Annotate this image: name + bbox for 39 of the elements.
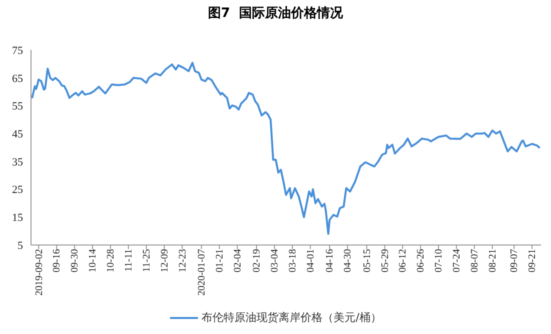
x-tick-label: 09-16 [52,249,63,272]
y-tick-label: 65 [12,72,24,85]
x-tick-label: 04-16 [324,249,336,272]
y-tick-label: 35 [12,156,24,168]
y-tick-label: 55 [12,100,24,113]
x-tick-label: 02-19 [252,249,263,272]
x-tick-label: 02-04 [232,249,244,272]
x-tick-label: 11-11 [123,249,134,272]
y-tick-label: 75 [12,44,24,57]
y-tick-label: 45 [12,128,24,140]
x-tick-label: 05-15 [362,249,373,272]
x-tick-label: 03-04 [270,249,281,272]
y-tick-label: 5 [18,240,24,252]
x-tick-label: 12-09 [159,249,170,272]
y-tick-label: 25 [12,184,24,196]
x-tick-label: 07-24 [452,249,463,272]
y-tick-label: 15 [12,212,24,224]
x-tick-label: 06-26 [416,249,427,272]
legend-label: 布伦特原油现货离岸价格（美元/桶） [202,310,382,325]
x-tick-label: 04-01 [305,249,316,272]
x-tick-label: 2019-09-02 [34,249,45,296]
x-tick-label: 03-18 [288,249,299,272]
x-tick-label: 09-30 [70,249,81,272]
x-tick-label: 08-21 [487,249,498,272]
x-tick-label: 04-30 [342,249,354,272]
x-tick-label: 01-21 [214,249,226,272]
x-tick-label: 07-10 [434,249,445,272]
chart-title: 图7 国际原油价格情况 [206,5,344,22]
x-tick-label: 05-29 [380,249,391,272]
x-tick-label: 09-21 [527,249,538,272]
line-series [31,62,541,235]
x-tick-label: 09-07 [509,249,520,272]
x-tick-label: 06-12 [398,249,409,272]
x-tick-label: 10-14 [88,249,99,272]
x-tick-label: 10-28 [106,249,117,272]
x-tick-label: 12-23 [177,249,188,272]
x-tick-label: 11-25 [141,249,152,272]
x-tick-label: 2020-01-07 [196,249,208,296]
x-tick-label: 08-07 [469,249,480,272]
